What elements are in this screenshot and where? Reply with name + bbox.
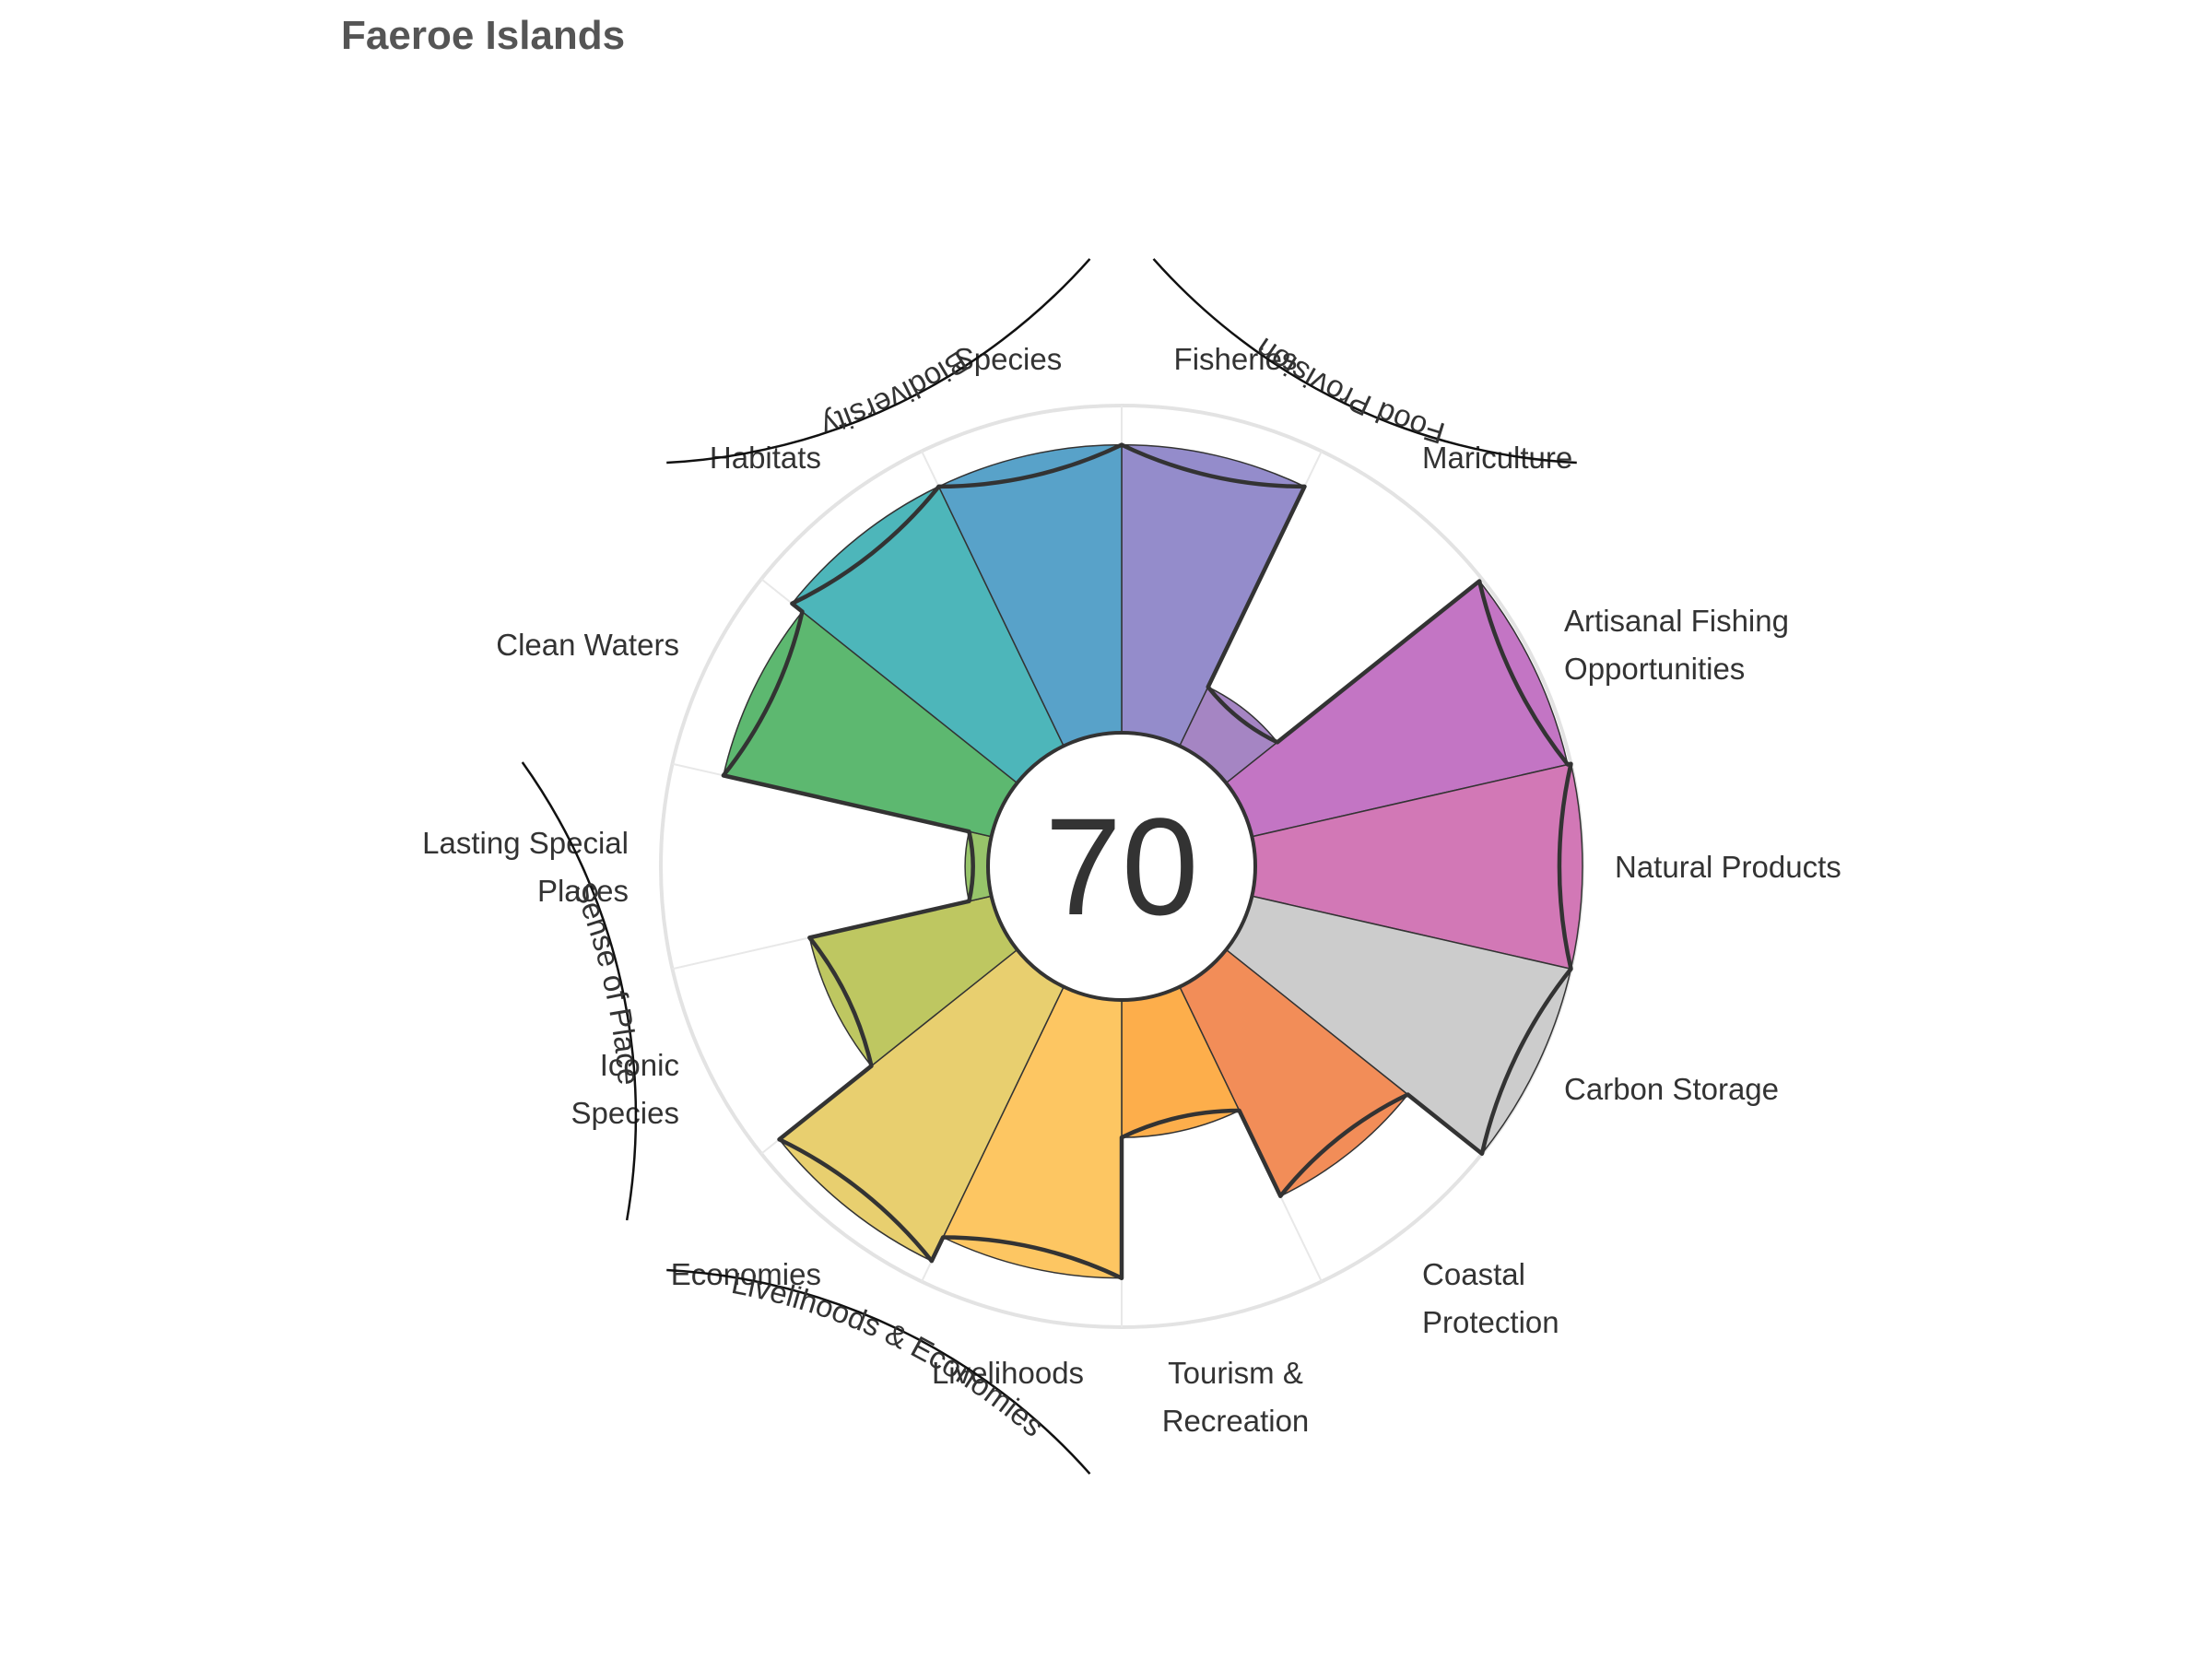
group-arc xyxy=(521,761,638,1221)
goal-label: Carbon Storage xyxy=(1564,1072,1779,1106)
bar-outline-arc xyxy=(722,611,805,777)
bar-outline-arc xyxy=(807,935,874,1067)
bar-outline-step xyxy=(1206,484,1307,689)
goal-label: Recreation xyxy=(1162,1404,1310,1438)
goal-label: Iconic xyxy=(600,1048,679,1082)
goal-label: Coastal xyxy=(1422,1257,1525,1291)
goal-label: Opportunities xyxy=(1564,652,1745,686)
bar-outline-step xyxy=(1275,579,1482,745)
bar-outline-step xyxy=(1565,761,1573,767)
goal-label: Artisanal Fishing xyxy=(1564,604,1789,638)
goal-labels-layer: Fisheries Mariculture Artisanal Fishing Opp… xyxy=(422,342,1841,1438)
goal-label: Species xyxy=(571,1096,679,1130)
goal-label: Habitats xyxy=(710,441,821,475)
center-circle xyxy=(986,731,1257,1002)
bar-outline-arc xyxy=(1206,685,1278,745)
goal-label: Places xyxy=(537,874,629,908)
group-arc xyxy=(666,258,1091,465)
goal-label: Clean Waters xyxy=(496,628,679,662)
bar-outline-arc xyxy=(943,1235,1123,1280)
bar-outline-arc xyxy=(1557,763,1573,970)
page-title: Faeroe Islands xyxy=(341,13,626,58)
goal-label: Species xyxy=(954,342,1062,376)
goal-label: Fisheries xyxy=(1174,342,1298,376)
bar-outline-step xyxy=(1406,1092,1485,1156)
goal-label: Natural Products xyxy=(1615,850,1841,884)
outlines-layer xyxy=(721,442,1573,1280)
bar-outline-arc xyxy=(1477,580,1570,766)
goal-label: Protection xyxy=(1422,1305,1559,1339)
group-arc xyxy=(666,1268,1091,1475)
goal-label: Economies xyxy=(671,1257,821,1291)
bar-outline-arc xyxy=(1479,967,1573,1155)
bar-outline-step xyxy=(790,601,805,614)
bar-outline-arc xyxy=(967,830,975,902)
goal-label: Lasting Special xyxy=(422,826,629,860)
group-label: Livelihoods & Economies xyxy=(729,1265,1051,1443)
goal-label: Mariculture xyxy=(1422,441,1572,475)
group-arc xyxy=(1152,258,1577,465)
bar-outline-step xyxy=(807,899,971,940)
bar-outline-arc xyxy=(1121,442,1305,489)
bar-outline-arc xyxy=(938,442,1123,489)
center-score: 70 xyxy=(1045,789,1199,944)
bar-outline-step xyxy=(777,1064,874,1142)
bar-outline-arc xyxy=(778,1137,934,1263)
goal-label: Tourism & xyxy=(1168,1356,1303,1390)
group-label: Biodiversity xyxy=(817,345,973,443)
bar-outline-step xyxy=(929,1235,946,1264)
bar-outline-arc xyxy=(1278,1092,1409,1198)
bar-outline-step xyxy=(721,773,971,834)
bar-outline-arc xyxy=(791,485,941,606)
bar-outline-arc xyxy=(1121,1108,1240,1140)
bar-outline-step xyxy=(1237,1108,1283,1198)
center-layer: 70 xyxy=(986,731,1257,1002)
